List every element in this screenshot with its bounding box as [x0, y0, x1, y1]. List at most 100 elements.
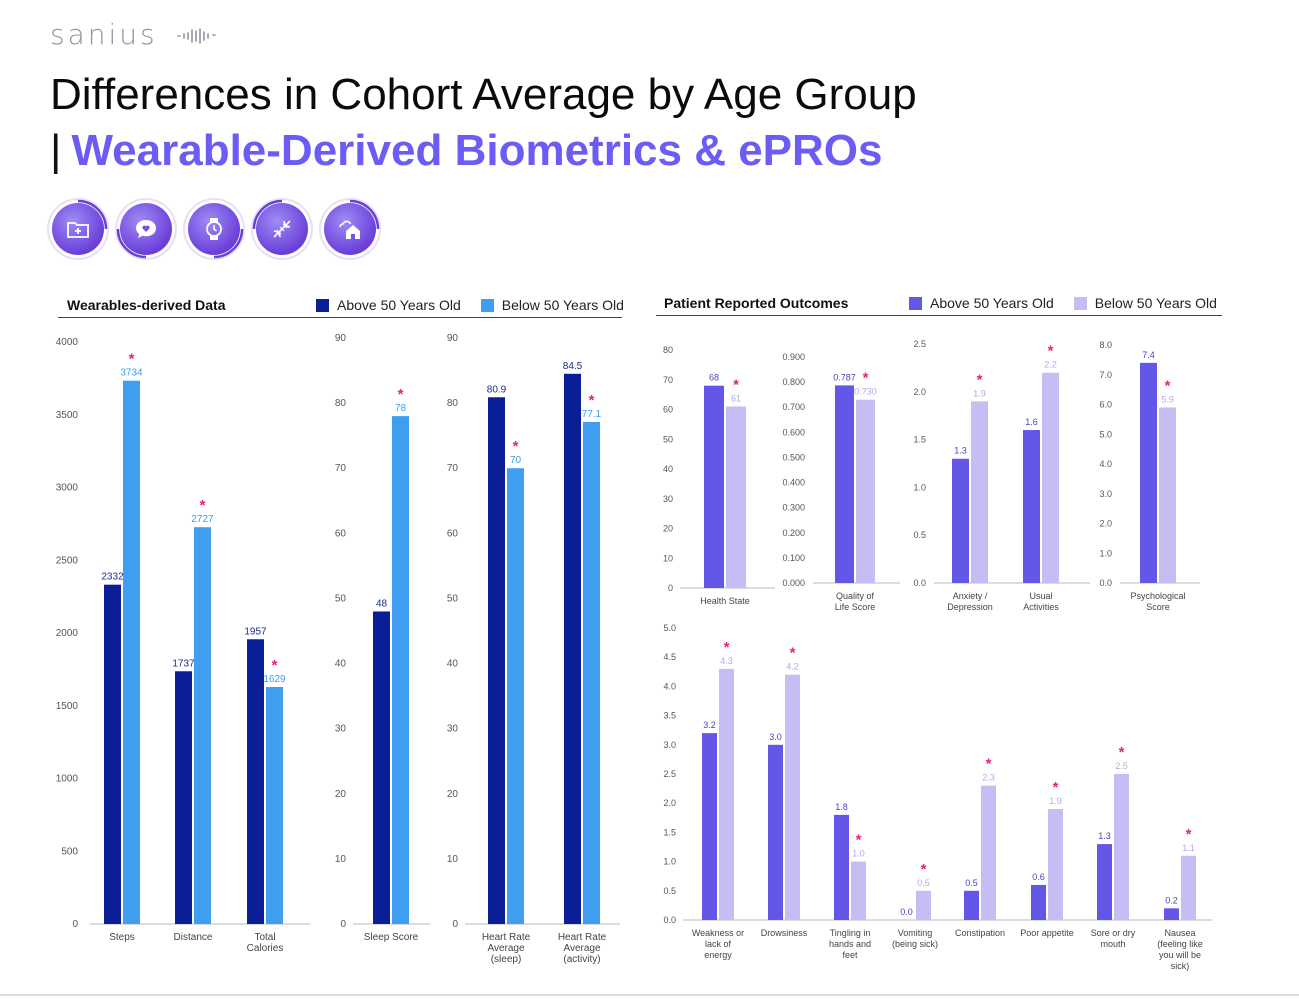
health-state-tick-label: 80 — [663, 345, 673, 355]
quality-of-life-value-label-below: 0.730 — [854, 387, 877, 397]
steps-distance-calories-tick-label: 1500 — [56, 701, 79, 712]
anxiety-usual-value-label-below: 1.9 — [973, 388, 986, 398]
sleep-score-tick-label: 0 — [340, 919, 346, 930]
heart-rate-tick-label: 0 — [452, 919, 458, 930]
quality-of-life-category-label: Life Score — [835, 602, 876, 612]
health-state-value-label-below: 61 — [731, 394, 741, 404]
health-state-tick-label: 20 — [663, 524, 673, 534]
anxiety-usual-tick-label: 2.5 — [913, 339, 926, 349]
watch-icon[interactable] — [188, 203, 244, 259]
symptoms-category-label: (feeling like — [1157, 939, 1203, 949]
sleep-score-tick-label: 70 — [335, 463, 347, 474]
symptoms-bar-above — [1031, 884, 1046, 920]
symptoms-significance-star: * — [1053, 779, 1059, 796]
pro-legend-label-above: Above 50 Years Old — [930, 295, 1054, 311]
heart-rate-bar-below — [583, 421, 600, 924]
heart-rate-tick-label: 90 — [447, 333, 459, 344]
symptoms-significance-star: * — [724, 639, 730, 656]
anxiety-usual-value-label-above: 1.6 — [1025, 417, 1038, 427]
anxiety-usual-bar-below — [971, 401, 988, 583]
page-title: Differences in Cohort Average by Age Gro… — [50, 70, 917, 119]
symptoms-value-label-below: 2.3 — [982, 773, 995, 783]
symptoms-value-label-below: 4.3 — [720, 656, 733, 666]
heart-rate-value-label-below: 70 — [510, 455, 522, 466]
symptoms-category-label: Tingling in — [830, 928, 871, 938]
symptoms-category-label: Sore or dry — [1091, 928, 1136, 938]
legend-label-below: Below 50 Years Old — [501, 297, 624, 313]
sleep-score-bar-below — [392, 416, 409, 924]
wearables-rule — [58, 317, 622, 318]
pro-legend-item-above: Above 50 Years Old — [909, 295, 1054, 311]
brand-logo: sanius — [50, 18, 158, 51]
speech-heart-icon[interactable] — [116, 203, 172, 259]
quality-of-life-tick-label: 0.800 — [782, 377, 805, 387]
heart-rate-bar-below — [507, 468, 524, 924]
symptoms-category-label: lack of — [705, 939, 732, 949]
quality-of-life-tick-label: 0.700 — [782, 402, 805, 412]
quality-of-life-bar-above — [835, 385, 854, 583]
legend-item-below: Below 50 Years Old — [480, 297, 624, 313]
heart-rate-category-label: Average — [563, 943, 601, 954]
heart-rate-value-label-below: 77.1 — [582, 409, 602, 420]
symptoms-category-label: Poor appetite — [1020, 928, 1074, 938]
pro-rule — [656, 315, 1222, 316]
steps-distance-calories-value-label-below: 2727 — [191, 514, 214, 525]
steps-distance-calories-bar-below — [123, 380, 140, 924]
symptoms-significance-star: * — [1186, 826, 1192, 843]
steps-distance-calories-bar-above — [247, 639, 264, 924]
steps-distance-calories-value-label-above: 2332 — [101, 572, 124, 583]
sleep-score-tick-label: 30 — [335, 724, 347, 735]
folder-plus-icon[interactable] — [52, 199, 108, 255]
symptoms-value-label-below: 2.5 — [1115, 761, 1128, 771]
sleep-score-tick-label: 10 — [335, 854, 347, 865]
steps-distance-calories-category-label: Total — [254, 932, 275, 943]
cloud-house-icon[interactable] — [324, 199, 380, 255]
pro-legend-swatch-below — [1073, 296, 1087, 310]
steps-distance-calories-category-label: Distance — [174, 932, 213, 943]
symptoms-category-label: Nausea — [1164, 928, 1195, 938]
psychological-tick-label: 5.0 — [1099, 429, 1112, 439]
sleep-score-tick-label: 50 — [335, 593, 347, 604]
heart-rate-tick-label: 10 — [447, 854, 459, 865]
quality-of-life-tick-label: 0.300 — [782, 503, 805, 513]
sleep-score-value-label-above: 48 — [376, 598, 388, 609]
symptoms-tick-label: 0.5 — [663, 886, 676, 896]
dna-icon[interactable] — [252, 199, 308, 255]
heart-rate-tick-label: 30 — [447, 724, 459, 735]
health-state-value-label-above: 68 — [709, 373, 719, 383]
symptoms-tick-label: 1.5 — [663, 827, 676, 837]
steps-distance-calories-tick-label: 3000 — [56, 483, 79, 494]
heart-rate-tick-label: 20 — [447, 789, 459, 800]
steps-distance-calories-tick-label: 4000 — [56, 337, 79, 348]
steps-distance-calories-significance-star: * — [200, 497, 206, 514]
symptoms-tick-label: 1.0 — [663, 857, 676, 867]
wearables-heading: Wearables-derived Data — [67, 297, 226, 313]
symptoms-value-label-below: 1.1 — [1182, 843, 1195, 853]
symptoms-tick-label: 2.0 — [663, 798, 676, 808]
anxiety-usual-tick-label: 1.5 — [913, 435, 926, 445]
anxiety-usual-tick-label: 0.5 — [913, 530, 926, 540]
symptoms-value-label-below: 0.5 — [917, 878, 930, 888]
steps-distance-calories-tick-label: 0 — [72, 919, 78, 930]
symptoms-category-label: Weakness or — [692, 928, 744, 938]
heart-rate-bar-above — [564, 373, 581, 924]
symptoms-category-label: sick) — [1171, 961, 1190, 971]
health-state-tick-label: 30 — [663, 494, 673, 504]
anxiety-usual-tick-label: 0.0 — [913, 578, 926, 588]
heart-rate-category-label: (activity) — [563, 954, 600, 965]
heart-rate-category-label: Heart Rate — [558, 932, 607, 943]
symptoms-bar-above — [702, 733, 717, 920]
steps-distance-calories-bar-above — [104, 584, 121, 924]
symptoms-category-label: energy — [704, 950, 732, 960]
anxiety-usual-value-label-below: 2.2 — [1044, 360, 1057, 370]
symptoms-significance-star: * — [921, 861, 927, 878]
steps-distance-calories-value-label-above: 1957 — [244, 626, 267, 637]
page-subtitle: | Wearable-Derived Biometrics & ePROs — [50, 126, 883, 176]
symptoms-value-label-above: 1.3 — [1098, 831, 1111, 841]
symptoms-value-label-above: 0.6 — [1032, 872, 1045, 882]
symptoms-bar-below — [785, 674, 800, 920]
steps-distance-calories-bar-below — [266, 686, 283, 924]
anxiety-usual-bar-below — [1042, 372, 1059, 583]
steps-distance-calories-tick-label: 3500 — [56, 410, 79, 421]
symptoms-value-label-below: 1.9 — [1049, 796, 1062, 806]
